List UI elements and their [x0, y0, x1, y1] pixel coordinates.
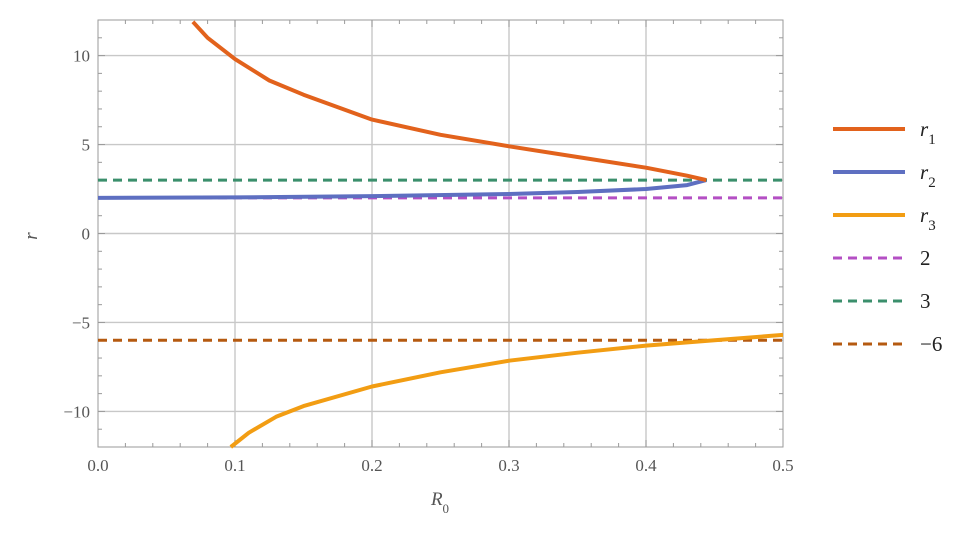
legend-label-4: 2 [920, 246, 931, 270]
legend: r1 r2 r3 2 3 −6 [833, 117, 942, 356]
series-line-1 [191, 20, 707, 183]
y-axis-label: r [21, 232, 42, 240]
x-tick-label: 0.0 [87, 456, 108, 475]
y-axis: 10 5 0 −5 −10 [63, 47, 90, 422]
series-line-2 [97, 178, 707, 200]
x-tick-label: 0.3 [498, 456, 519, 475]
x-tick-label: 0.4 [635, 456, 657, 475]
grid [98, 20, 783, 447]
x-axis-label-subscript: 0 [443, 501, 450, 516]
y-tick-label: −10 [63, 402, 90, 421]
series-layer [97, 20, 784, 449]
series-line-3 [229, 332, 784, 449]
x-tick-label: 0.5 [772, 456, 793, 475]
y-tick-label: 10 [73, 47, 90, 66]
legend-label-2: r2 [920, 160, 936, 191]
x-axis: 0.0 0.1 0.2 0.3 0.4 0.5 [87, 456, 793, 475]
y-tick-label: 5 [82, 136, 91, 155]
x-tick-label: 0.1 [224, 456, 245, 475]
legend-label-3: r3 [920, 203, 936, 234]
x-axis-label: R0 [430, 489, 449, 516]
y-tick-label: 0 [82, 225, 91, 244]
legend-label-1: r1 [920, 117, 936, 148]
legend-label-5: 3 [920, 289, 931, 313]
legend-label-6: −6 [920, 332, 942, 356]
y-tick-label: −5 [72, 313, 90, 332]
x-tick-label: 0.2 [361, 456, 382, 475]
